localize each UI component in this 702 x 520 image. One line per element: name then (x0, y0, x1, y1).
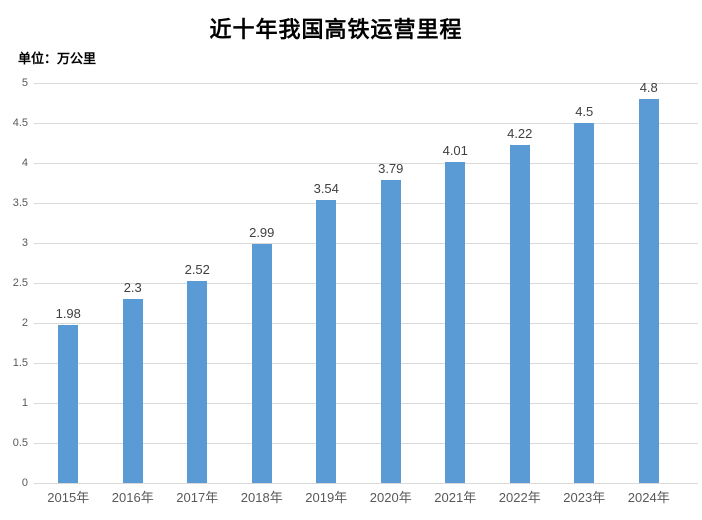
bar-2019年 (316, 199, 337, 483)
y-axis-tick-label: 1 (21, 397, 28, 409)
bar-value-label: 4.01 (442, 143, 468, 159)
x-axis-tick-label: 2018年 (240, 490, 283, 505)
unit-label: 单位：万公里 (18, 51, 97, 66)
x-axis-tick-label: 2017年 (176, 490, 219, 505)
y-axis-tick-label: 2 (21, 317, 28, 329)
y-axis-tick-label: 0.5 (12, 437, 28, 449)
bar-value-label: 3.54 (313, 180, 339, 196)
gridline (34, 322, 698, 324)
y-axis-tick-label: 5 (21, 77, 28, 89)
x-axis-tick-label: 2024年 (627, 490, 670, 505)
gridline (34, 122, 698, 124)
chart-title: 近十年我国高铁运营里程 (209, 17, 463, 42)
x-axis-tick-label: 2021年 (434, 490, 477, 505)
y-axis-tick-label: 1.5 (12, 357, 28, 369)
y-axis-tick-label: 3 (21, 237, 28, 249)
y-axis-tick-label: 2.5 (12, 277, 28, 289)
x-axis-tick-label: 2016年 (111, 490, 154, 505)
x-axis-tick-label: 2019年 (305, 490, 348, 505)
bar-value-label: 4.8 (639, 80, 658, 95)
gridline (34, 202, 698, 204)
gridline (34, 82, 698, 84)
gridline (34, 402, 698, 404)
x-axis-tick-label: 2022年 (498, 490, 541, 505)
x-axis-tick-label: 2020年 (369, 490, 412, 505)
gridline (34, 442, 698, 444)
y-axis-tick-label: 0 (21, 477, 28, 489)
y-axis-tick-label: 3.5 (12, 197, 28, 209)
bar-2017年 (187, 281, 208, 483)
bar-value-label: 1.98 (55, 305, 81, 321)
bar-value-label: 2.3 (123, 280, 142, 295)
bar-2015年 (58, 324, 79, 483)
gridline (34, 282, 698, 284)
bar-value-label: 4.5 (575, 104, 594, 119)
x-axis-tick-label: 2023年 (563, 490, 606, 505)
bar-2023年 (574, 123, 595, 483)
gridline (34, 242, 698, 244)
y-axis-tick-label: 4.5 (12, 117, 28, 129)
bar-2021年 (445, 162, 466, 483)
gridline (34, 362, 698, 364)
x-axis-tick-label: 2015年 (47, 490, 90, 505)
y-axis-tick-label: 4 (21, 157, 28, 169)
bar-2022年 (509, 145, 530, 483)
bar-2024年 (638, 99, 659, 483)
gridline (34, 162, 698, 164)
bar-2016年 (122, 299, 143, 483)
bar-value-label: 4.22 (507, 126, 533, 142)
bar-value-label: 2.99 (249, 224, 275, 240)
bar-value-label: 2.52 (184, 262, 210, 278)
bar-2018年 (251, 243, 272, 483)
bar-value-label: 3.79 (378, 160, 404, 176)
bar-2020年 (380, 179, 401, 483)
x-axis-line (34, 482, 698, 484)
